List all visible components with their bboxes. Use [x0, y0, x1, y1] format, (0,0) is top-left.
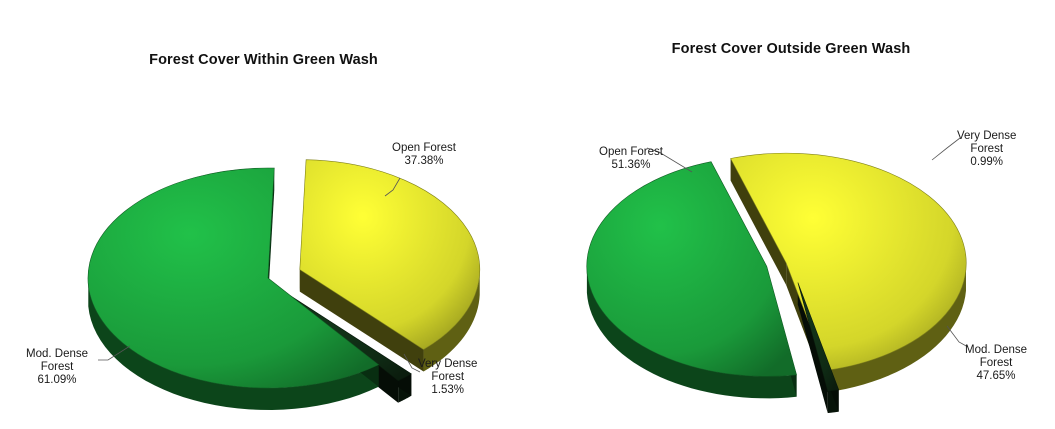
- slice-label-mod-dense-forest: Mod. Dense Forest 61.09%: [26, 348, 88, 387]
- slice-mod-dense-forest: [586, 161, 797, 377]
- slice-side: [827, 268, 966, 393]
- slice-side: [423, 272, 480, 372]
- slice-label-name-2: Forest: [979, 357, 1013, 369]
- chart-panel-outside: Forest Cover Outside Green Wash Open For…: [527, 0, 1055, 429]
- slice-label-value: 0.99%: [970, 156, 1004, 168]
- slice-open-forest: [299, 159, 481, 350]
- slice-mod-dense-forest: [87, 167, 380, 389]
- pie-tops: [586, 152, 967, 392]
- slice-label-very-dense-forest: Very Dense Forest 0.99%: [957, 130, 1016, 169]
- pie-tops: [87, 159, 481, 389]
- pie-chart: [586, 137, 969, 414]
- leader-line: [403, 353, 421, 373]
- slice-label-open-forest: Open Forest 51.36%: [599, 146, 663, 172]
- slice-label-name: Very Dense: [418, 358, 478, 370]
- leader-line: [931, 137, 961, 161]
- slice-label-name: Open Forest: [599, 146, 663, 158]
- slice-label-name: Open Forest: [392, 142, 456, 154]
- slice-cut-face: [299, 269, 424, 372]
- slice-label-very-dense-forest: Very Dense Forest 1.53%: [418, 358, 477, 397]
- slice-label-name-2: Forest: [970, 143, 1004, 155]
- slice-cut-face: [797, 282, 828, 414]
- slice-label-mod-dense-forest: Mod. Dense Forest 47.65%: [965, 344, 1027, 383]
- slice-very-dense-forest: [797, 282, 840, 392]
- chart-panel-within: Forest Cover Within Green Wash Open Fore…: [0, 0, 527, 429]
- slice-side: [586, 270, 797, 399]
- slice-label-value: 61.09%: [37, 374, 77, 386]
- pie-chart: [87, 159, 481, 410]
- slice-label-name: Mod. Dense: [26, 348, 89, 360]
- slice-label-name-2: Forest: [40, 361, 74, 373]
- slice-label-value: 37.38%: [404, 155, 444, 167]
- leader-line: [384, 177, 401, 197]
- leader-line: [646, 147, 693, 173]
- slice-label-open-forest: Open Forest 37.38%: [392, 142, 456, 168]
- slice-cut-face: [268, 168, 275, 300]
- slice-cut-face: [730, 158, 787, 286]
- slice-side: [88, 284, 379, 410]
- slice-label-name: Mod. Dense: [965, 344, 1028, 356]
- chart-title: Forest Cover Within Green Wash: [149, 52, 378, 68]
- slice-open-forest: [730, 152, 967, 371]
- slice-label-name: Very Dense: [957, 130, 1017, 142]
- slice-label-value: 47.65%: [976, 370, 1016, 382]
- leader-line: [946, 325, 969, 348]
- slice-label-name-2: Forest: [431, 371, 465, 383]
- slice-very-dense-forest: [287, 293, 412, 382]
- chart-title: Forest Cover Outside Green Wash: [671, 41, 911, 57]
- divider: [522, 0, 532, 429]
- leader-line: [98, 345, 131, 361]
- slice-label-value: 1.53%: [431, 384, 465, 396]
- slice-label-value: 51.36%: [611, 159, 651, 171]
